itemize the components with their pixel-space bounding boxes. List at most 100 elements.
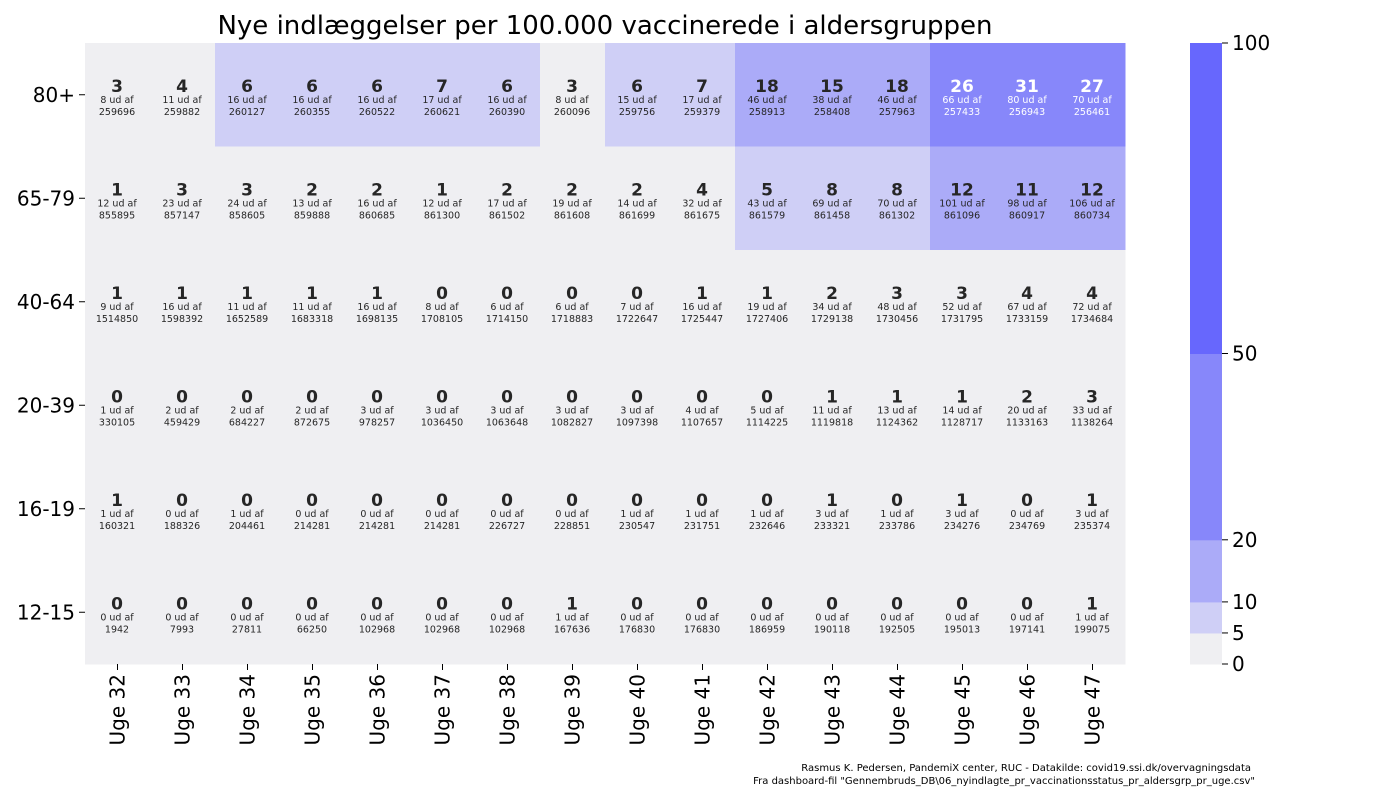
- cell-count: 0 ud af: [230, 613, 264, 624]
- heatmap-cell: [280, 146, 346, 251]
- cell-population: 102968: [424, 625, 460, 636]
- cell-count: 1 ud af: [100, 406, 134, 417]
- cell-value: 0: [761, 388, 773, 408]
- heatmap-cell: [735, 457, 801, 561]
- heatmap-cell: [215, 250, 281, 354]
- cell-population: 861675: [684, 211, 720, 222]
- heatmap-cell: [995, 250, 1061, 354]
- colorbar-segment: [1190, 43, 1222, 354]
- cell-count: 1 ud af: [750, 509, 784, 520]
- cell-count: 16 ud af: [357, 199, 397, 210]
- cell-count: 0 ud af: [620, 613, 654, 624]
- heatmap-cell: [475, 43, 541, 147]
- x-tick-label: Uge 45: [951, 674, 975, 745]
- cell-population: 235374: [1074, 521, 1110, 532]
- cell-population: 860917: [1009, 211, 1045, 222]
- cell-value: 0: [1021, 595, 1033, 615]
- heatmap-cell: [85, 560, 151, 665]
- cell-count: 11 ud af: [162, 95, 202, 106]
- heatmap-cell: [670, 560, 736, 665]
- cell-value: 7: [696, 77, 708, 97]
- heatmap-cell: [670, 43, 736, 147]
- cell-count: 0 ud af: [360, 509, 394, 520]
- cell-count: 0 ud af: [880, 613, 914, 624]
- cell-count: 14 ud af: [617, 199, 657, 210]
- cell-count: 72 ud af: [1072, 302, 1112, 313]
- cell-population: 259882: [164, 107, 200, 118]
- x-tick-label: Uge 43: [821, 674, 845, 745]
- cell-count: 0 ud af: [295, 613, 329, 624]
- cell-value: 4: [176, 77, 188, 97]
- cell-population: 1119818: [811, 418, 853, 429]
- cell-count: 43 ud af: [747, 199, 787, 210]
- cell-count: 3 ud af: [815, 509, 849, 520]
- heatmap-cell: [475, 457, 541, 561]
- heatmap-cell: [1060, 353, 1126, 458]
- cell-value: 3: [241, 181, 253, 201]
- cell-value: 0: [696, 595, 708, 615]
- cell-population: 1708105: [421, 314, 463, 325]
- cell-count: 1 ud af: [685, 509, 719, 520]
- heatmap-cell: [540, 457, 606, 561]
- cell-value: 1: [826, 491, 838, 511]
- cell-count: 15 ud af: [617, 95, 657, 106]
- cell-population: 855895: [99, 211, 135, 222]
- heatmap-cell: [540, 250, 606, 354]
- cell-count: 0 ud af: [425, 613, 459, 624]
- cell-value: 0: [956, 595, 968, 615]
- cell-population: 233321: [814, 521, 850, 532]
- heatmap-cell: [410, 43, 476, 147]
- cell-population: 1729138: [811, 314, 853, 325]
- cell-value: 1: [566, 595, 578, 615]
- heatmap-cell: [475, 560, 541, 665]
- cell-count: 11 ud af: [292, 302, 332, 313]
- cell-value: 2: [501, 181, 513, 201]
- heatmap-cell: [995, 146, 1061, 251]
- cell-count: 11 ud af: [812, 406, 852, 417]
- cell-count: 1 ud af: [880, 509, 914, 520]
- colorbar-tick-label: 0: [1232, 652, 1245, 676]
- cell-value: 8: [891, 181, 903, 201]
- cell-count: 0 ud af: [490, 509, 524, 520]
- heatmap-cell: [150, 43, 216, 147]
- cell-value: 1: [111, 181, 123, 201]
- cell-count: 52 ud af: [942, 302, 982, 313]
- cell-population: 861096: [944, 211, 980, 222]
- cell-value: 0: [111, 388, 123, 408]
- cell-population: 861502: [489, 211, 525, 222]
- heatmap-cell: [1060, 146, 1126, 251]
- colorbar-segment: [1190, 539, 1222, 603]
- cell-count: 0 ud af: [685, 613, 719, 624]
- cell-value: 0: [631, 284, 643, 304]
- x-tick-label: Uge 32: [106, 674, 130, 745]
- cell-value: 0: [241, 388, 253, 408]
- cell-population: 1730456: [876, 314, 918, 325]
- cell-count: 8 ud af: [555, 95, 589, 106]
- heatmap-cell: [345, 250, 411, 354]
- cell-value: 8: [826, 181, 838, 201]
- heatmap-cell: [800, 560, 866, 665]
- cell-population: 330105: [99, 418, 135, 429]
- cell-count: 34 ud af: [812, 302, 852, 313]
- cell-count: 70 ud af: [1072, 95, 1112, 106]
- heatmap-cell: [410, 353, 476, 458]
- cell-value: 27: [1080, 77, 1104, 97]
- heatmap-cell: [540, 43, 606, 147]
- cell-count: 17 ud af: [422, 95, 462, 106]
- cell-population: 258913: [749, 107, 785, 118]
- heatmap-cell: [280, 353, 346, 458]
- cell-population: 231751: [684, 521, 720, 532]
- heatmap-cell: [735, 146, 801, 251]
- heatmap-cell: [930, 457, 996, 561]
- cell-population: 230547: [619, 521, 655, 532]
- heatmap-cell: [345, 353, 411, 458]
- cell-population: 860685: [359, 211, 395, 222]
- cell-population: 192505: [879, 625, 915, 636]
- heatmap-cell: [410, 250, 476, 354]
- cell-value: 1: [371, 284, 383, 304]
- heatmap-cell: [280, 250, 346, 354]
- cell-population: 1683318: [291, 314, 333, 325]
- colorbar-tick-label: 10: [1232, 590, 1257, 614]
- cell-value: 0: [371, 595, 383, 615]
- heatmap-cell: [410, 146, 476, 251]
